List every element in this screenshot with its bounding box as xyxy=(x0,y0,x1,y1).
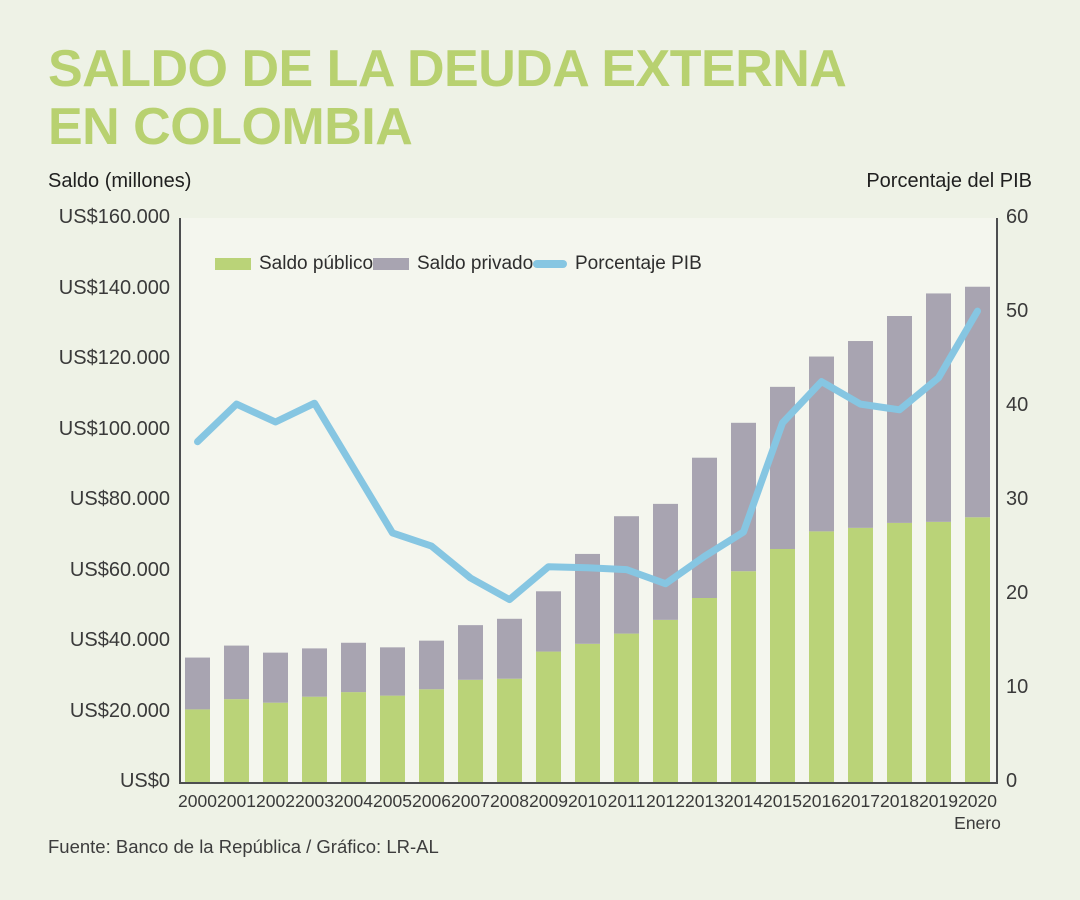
y-axis-left-line xyxy=(179,218,181,784)
x-tick-2008: 2008 xyxy=(490,791,529,811)
legend-label: Saldo público xyxy=(259,253,374,274)
bar-2003-privado xyxy=(302,648,327,697)
bar-2011-publico xyxy=(614,633,639,782)
bar-2006-privado xyxy=(419,640,444,690)
legend-label: Porcentaje PIB xyxy=(575,253,702,274)
bar-2016-publico xyxy=(809,531,834,782)
bar-2019-privado xyxy=(926,293,951,522)
legend-bar-swatch xyxy=(373,258,409,270)
x-axis-line xyxy=(179,782,998,784)
x-tick-2011: 2011 xyxy=(607,791,646,811)
x-tick-2005: 2005 xyxy=(373,791,412,811)
right-tick-60: 60 xyxy=(1006,206,1029,228)
bar-2007-privado xyxy=(458,625,483,680)
right-axis-caption: Porcentaje del PIB xyxy=(866,170,1032,192)
bar-2018-publico xyxy=(887,522,912,782)
bar-2017-privado xyxy=(848,341,873,528)
x-tick-2014: 2014 xyxy=(724,791,763,811)
bar-2009-publico xyxy=(536,651,561,782)
x-tick-2018: 2018 xyxy=(880,791,919,811)
left-tick-40000: US$40.000 xyxy=(69,629,170,651)
x-tick-2000: 2000 xyxy=(178,791,217,811)
x-tick-2012: 2012 xyxy=(646,791,685,811)
bar-2000-publico xyxy=(185,709,210,782)
bar-2006-publico xyxy=(419,689,444,782)
legend-bar-swatch xyxy=(215,258,251,270)
bar-2018-privado xyxy=(887,315,912,523)
right-tick-40: 40 xyxy=(1006,394,1029,416)
left-tick-120000: US$120.000 xyxy=(58,347,170,369)
bar-2002-privado xyxy=(263,652,288,703)
bar-2003-publico xyxy=(302,696,327,782)
x-tick-2015: 2015 xyxy=(763,791,802,811)
x-tick-2003: 2003 xyxy=(295,791,334,811)
x-tick-2019: 2019 xyxy=(919,791,958,811)
x-tick-2017: 2017 xyxy=(841,791,880,811)
bar-2005-publico xyxy=(380,695,405,782)
left-axis-caption: Saldo (millones) xyxy=(48,170,192,192)
x-tick-2016: 2016 xyxy=(802,791,841,811)
left-tick-100000: US$100.000 xyxy=(58,417,170,440)
bar-2012-privado xyxy=(653,503,678,620)
bar-2010-publico xyxy=(575,643,600,782)
pib-line xyxy=(194,307,981,604)
bar-2007-publico xyxy=(458,679,483,782)
bar-2002-publico xyxy=(263,702,288,782)
legend-item-saldo-publico: Saldo público xyxy=(215,253,373,275)
bar-2013-publico xyxy=(692,597,717,782)
x-tick-2013: 2013 xyxy=(685,791,724,811)
bar-2015-publico xyxy=(770,548,795,782)
left-tick-20000: US$20.000 xyxy=(69,699,170,722)
bar-2005-privado xyxy=(380,647,405,696)
right-tick-20: 20 xyxy=(1006,582,1029,604)
x-tick-2004: 2004 xyxy=(334,791,373,811)
x-tick-2010: 2010 xyxy=(568,791,607,811)
x-sub-label-enero: Enero xyxy=(954,813,1001,833)
x-tick-2007: 2007 xyxy=(451,791,490,811)
legend-label: Saldo privado xyxy=(417,253,534,274)
bar-2008-publico xyxy=(497,678,522,782)
title-line-1: SALDO DE LA DEUDA EXTERNA xyxy=(48,40,847,98)
bar-2001-publico xyxy=(224,699,249,782)
right-tick-10: 10 xyxy=(1006,676,1029,698)
bar-2019-publico xyxy=(926,521,951,782)
bar-2020-publico xyxy=(965,517,990,782)
x-tick-2002: 2002 xyxy=(256,791,295,811)
bar-2009-privado xyxy=(536,591,561,652)
bar-2014-publico xyxy=(731,571,756,782)
x-tick-2001: 2001 xyxy=(217,791,256,811)
left-tick-140000: US$140.000 xyxy=(58,276,170,299)
bar-2001-privado xyxy=(224,645,249,700)
bar-2017-publico xyxy=(848,527,873,782)
bar-2004-publico xyxy=(341,692,366,782)
left-tick-80000: US$80.000 xyxy=(69,488,170,510)
right-tick-30: 30 xyxy=(1006,488,1029,510)
legend-item-porcentaje-pib: Porcentaje PIB xyxy=(533,253,702,275)
bar-2012-publico xyxy=(653,619,678,782)
source-credit: Fuente: Banco de la República / Gráfico:… xyxy=(48,836,439,857)
x-tick-2020: 2020 xyxy=(958,791,997,811)
bar-2008-privado xyxy=(497,618,522,679)
x-tick-2006: 2006 xyxy=(412,791,451,811)
y-axis-right-line xyxy=(996,218,998,784)
legend-item-saldo-privado: Saldo privado xyxy=(373,253,533,275)
bar-2013-privado xyxy=(692,457,717,598)
x-tick-2009: 2009 xyxy=(529,791,568,811)
left-tick-0: US$0 xyxy=(119,770,170,792)
page-title: SALDO DE LA DEUDA EXTERNA EN COLOMBIA xyxy=(48,40,847,156)
right-tick-50: 50 xyxy=(1006,300,1029,322)
bar-2000-privado xyxy=(185,657,210,710)
right-tick-0: 0 xyxy=(1006,770,1018,792)
title-line-2: EN COLOMBIA xyxy=(48,98,413,156)
bar-2014-privado xyxy=(731,422,756,572)
bar-2004-privado xyxy=(341,642,366,693)
left-tick-160000: US$160.000 xyxy=(58,206,170,228)
left-tick-60000: US$60.000 xyxy=(69,558,170,581)
legend-line-swatch xyxy=(533,260,567,268)
